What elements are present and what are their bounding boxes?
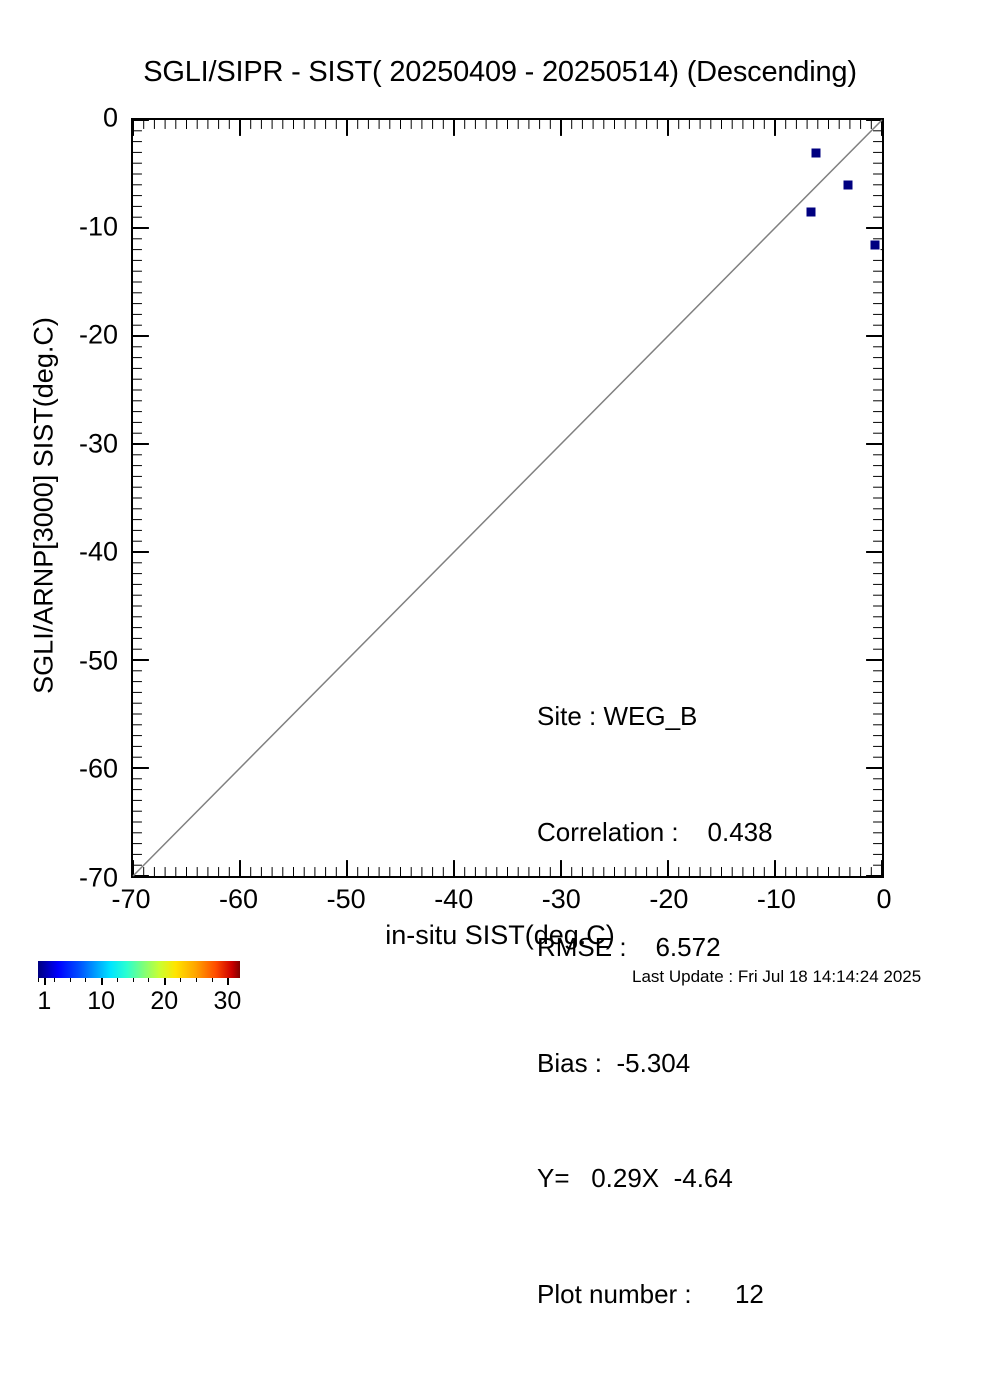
colorbar-tick-label: 30 [213, 987, 242, 1015]
stat-plot-number: Plot number : 12 [537, 1278, 764, 1309]
y-axis-title: SGLI/ARNP[3000] SIST(deg.C) [28, 317, 59, 694]
y-tick-label: -50 [78, 645, 118, 676]
data-point [810, 147, 822, 159]
x-tick-label: -50 [326, 884, 366, 914]
colorbar-minor-tick [53, 978, 55, 982]
plot-inner [132, 119, 883, 877]
colorbar: 1 10 20 30 [37, 961, 242, 1015]
stat-bias: Bias : -5.304 [537, 1047, 691, 1078]
data-point [842, 179, 854, 191]
colorbar-gradient [38, 961, 240, 978]
y-tick-label: -40 [78, 536, 118, 567]
y-tick-label: -60 [78, 753, 118, 784]
stat-fit-equation: Y= 0.29X -4.64 [537, 1163, 733, 1193]
axis-ticks [132, 119, 883, 877]
one-to-one-line [132, 119, 883, 877]
data-point [869, 239, 881, 251]
statistics-block: Site : WEG_B Correlation : 0.438 RMSE : … [537, 620, 773, 1390]
y-tick-label: -20 [78, 319, 118, 350]
x-tick-label: -40 [434, 884, 474, 914]
scatter-plot-figure: SGLI/SIPR - SIST( 20250409 - 20250514) (… [28, 56, 922, 1309]
colorbar-minor-tick [195, 978, 197, 982]
x-tick-label: 0 [876, 884, 892, 914]
x-tick-label: -70 [111, 884, 151, 914]
page-title: SGLI/SIPR - SIST( 20250409 - 20250514) (… [143, 56, 857, 88]
colorbar-minor-tick [180, 978, 182, 982]
stat-rmse: RMSE : 6.572 [537, 932, 721, 962]
colorbar-tick-labels: 1 10 20 30 [37, 985, 242, 1015]
colorbar-minor-tick [148, 978, 150, 982]
colorbar-tick [227, 978, 230, 985]
y-tick-label: 0 [102, 102, 118, 133]
colorbar-ticks [38, 978, 240, 985]
data-point [805, 206, 817, 218]
x-axis-title: in-situ SIST(deg.C) [385, 920, 615, 950]
x-tick-label: -20 [649, 884, 689, 914]
colorbar-minor-tick [69, 978, 71, 982]
last-update-text: Last Update : Fri Jul 18 14:14:24 2025 [632, 967, 922, 986]
x-tick-label: -30 [541, 884, 581, 914]
x-tick-label: -60 [219, 884, 259, 914]
colorbar-minor-tick [132, 978, 134, 982]
colorbar-minor-tick [38, 978, 39, 982]
stat-site: Site : WEG_B [537, 701, 698, 731]
y-tick-label: -10 [78, 211, 118, 242]
y-tick-label: -70 [78, 862, 118, 893]
stat-correlation: Correlation : 0.438 [537, 816, 773, 847]
colorbar-tick-label: 1 [37, 987, 52, 1015]
x-tick-label: -10 [756, 884, 796, 914]
colorbar-tick-label: 10 [87, 987, 116, 1015]
colorbar-tick [164, 978, 167, 985]
colorbar-minor-tick [116, 978, 118, 982]
colorbar-tick [101, 978, 104, 985]
colorbar-tick [44, 978, 47, 985]
colorbar-minor-tick [211, 978, 213, 982]
plot-area [131, 118, 884, 878]
y-tick-label: -30 [78, 428, 118, 459]
colorbar-tick-label: 20 [150, 987, 179, 1015]
colorbar-minor-tick [85, 978, 87, 982]
